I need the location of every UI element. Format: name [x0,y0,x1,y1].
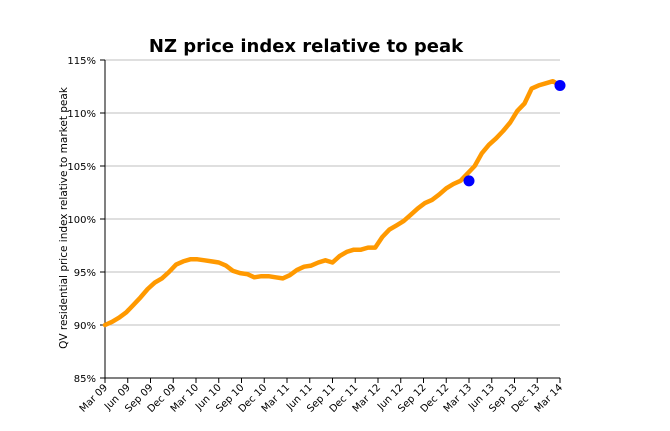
y-tick-label: 85% [74,374,96,385]
highlight-point [463,175,475,187]
y-tick-label: 105% [67,162,96,173]
series-layer [102,78,563,328]
y-tick-label: 100% [67,215,96,226]
y-tick-label: 90% [74,321,96,332]
y-axis-label: QV residential price index relative to m… [58,86,70,349]
highlight-points [463,79,566,187]
y-tick-label: 115% [67,56,96,67]
y-tick-label: 110% [67,109,96,120]
y-tick-labels: 85% 90% 95% 100% 105% 110% 115% [67,56,96,385]
chart-title: NZ price index relative to peak [149,36,464,57]
highlight-point [554,79,566,91]
series-line [102,78,563,328]
x-tick-label: Mar 09 [78,382,110,414]
y-tick-label: 95% [74,268,96,279]
gridlines [105,59,560,326]
axes [100,59,561,383]
